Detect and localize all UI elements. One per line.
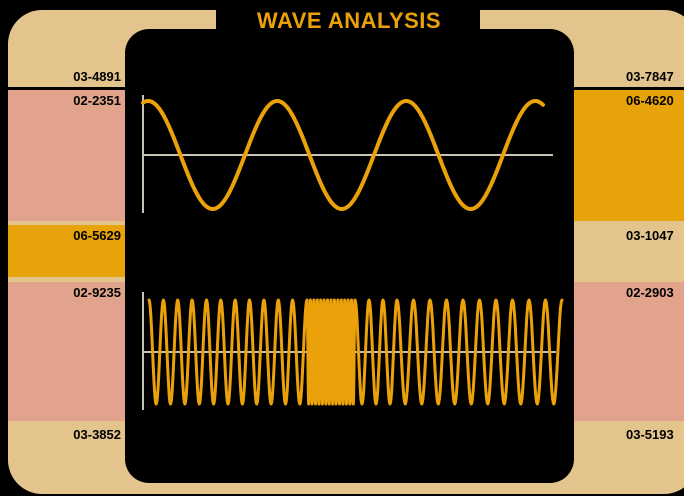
page-title: WAVE ANALYSIS — [256, 8, 442, 33]
right-panel-2[interactable]: 06-4620 — [572, 90, 684, 221]
divider — [572, 87, 684, 90]
right-panel-5[interactable]: 03-5193 — [572, 424, 684, 454]
right-panel-1[interactable]: 03-7847 — [572, 66, 684, 87]
right-panel-4[interactable]: 02-2903 — [572, 282, 684, 421]
left-panel-4[interactable]: 02-9235 — [8, 282, 125, 421]
panel-code: 03-7847 — [626, 69, 674, 84]
top-waveform — [141, 99, 545, 211]
bottom-waveform — [147, 298, 564, 406]
panel-code: 02-2903 — [626, 285, 674, 300]
panel-code: 02-2351 — [73, 93, 121, 108]
right-panel-3[interactable]: 03-1047 — [572, 225, 684, 277]
divider — [8, 87, 125, 90]
left-panel-2[interactable]: 02-2351 — [8, 90, 125, 221]
panel-code: 02-9235 — [73, 285, 121, 300]
left-panel-1[interactable]: 03-4891 — [8, 66, 125, 87]
oscilloscope-screen — [125, 29, 574, 483]
panel-code: 03-4891 — [73, 69, 121, 84]
left-panel-5[interactable]: 03-3852 — [8, 424, 125, 454]
panel-code: 03-3852 — [73, 427, 121, 442]
left-panel-3[interactable]: 06-5629 — [8, 225, 125, 277]
panel-code: 03-1047 — [626, 228, 674, 243]
panel-code: 06-4620 — [626, 93, 674, 108]
panel-code: 06-5629 — [73, 228, 121, 243]
panel-code: 03-5193 — [626, 427, 674, 442]
